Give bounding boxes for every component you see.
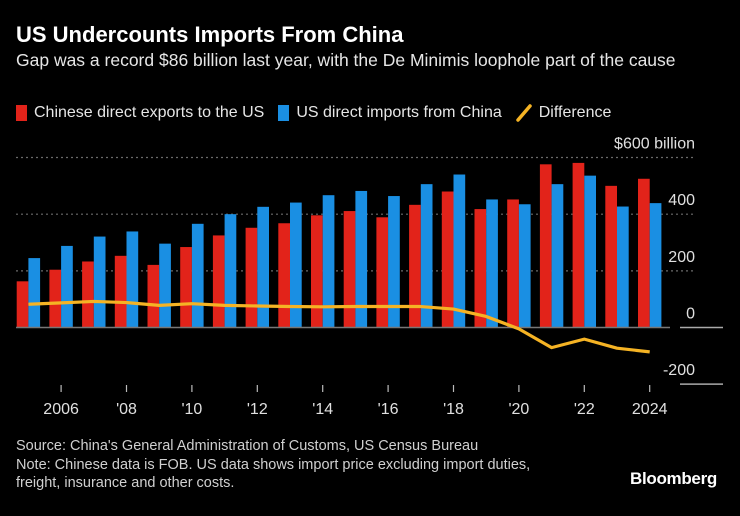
bar-exports: [278, 223, 290, 328]
x-tick-label: '10: [181, 401, 202, 418]
bar-imports: [224, 214, 237, 328]
bar-exports: [409, 204, 421, 328]
x-tick-label: 2024: [632, 401, 668, 418]
bar-imports: [28, 258, 41, 328]
legend: Chinese direct exports to the US US dire…: [16, 104, 611, 122]
legend-item-exports: Chinese direct exports to the US: [16, 104, 264, 122]
x-tick-label: '22: [574, 401, 595, 418]
x-tick-label: '18: [443, 401, 464, 418]
source-note: Source: China's General Administration o…: [16, 438, 479, 454]
chart-title: US Undercounts Imports From China: [16, 22, 404, 47]
bar-exports: [212, 235, 225, 328]
bar-imports: [191, 223, 204, 328]
bar-exports: [474, 209, 487, 328]
y-tick-label: 0: [686, 306, 695, 323]
bar-imports: [126, 231, 139, 328]
bar-imports: [355, 190, 368, 328]
legend-item-imports: US direct imports from China: [278, 104, 502, 122]
bar-imports: [290, 202, 302, 328]
bar-exports: [114, 255, 127, 328]
bar-exports: [507, 199, 519, 328]
bar-exports: [245, 227, 258, 328]
bar-exports: [49, 269, 62, 328]
bar-imports: [551, 184, 564, 328]
bar-exports: [147, 264, 160, 328]
bar-imports: [518, 204, 531, 328]
legend-label: Difference: [538, 104, 612, 121]
bar-exports: [180, 247, 192, 328]
bar-exports: [539, 164, 552, 328]
chart-subtitle: Gap was a record $86 billion last year, …: [16, 50, 676, 70]
bar-imports: [649, 203, 662, 328]
legend-label: US direct imports from China: [296, 104, 502, 121]
bloomberg-logo: Bloomberg: [629, 469, 717, 488]
x-tick-label: '12: [247, 401, 268, 418]
bar-imports: [617, 206, 629, 328]
bar-imports: [486, 199, 498, 328]
legend-swatch-imports: [278, 105, 290, 121]
data-note: Note: Chinese data is FOB. US data shows…: [16, 456, 531, 492]
x-tick-label: '14: [312, 401, 333, 418]
x-tick-label: '16: [378, 401, 399, 418]
y-tick-label: $600 billion: [614, 136, 695, 153]
legend-line-icon: [515, 104, 532, 122]
y-tick-label: 400: [668, 192, 695, 209]
x-tick-label: '20: [508, 401, 529, 418]
bar-imports: [61, 245, 73, 328]
y-tick-label: -200: [663, 362, 695, 379]
legend-item-difference: Difference: [515, 104, 612, 122]
legend-swatch-exports: [16, 105, 27, 121]
legend-label: Chinese direct exports to the US: [34, 104, 265, 121]
bar-exports: [638, 178, 650, 328]
bar-exports: [311, 215, 323, 328]
y-tick-label: 200: [668, 249, 695, 266]
bar-exports: [376, 217, 389, 328]
bar-imports: [388, 196, 400, 328]
bar-exports: [16, 281, 29, 328]
bar-exports: [572, 162, 585, 328]
bar-imports: [93, 236, 106, 328]
difference-line: [28, 299, 650, 354]
x-tick-label: '08: [116, 401, 137, 418]
bar-imports: [159, 243, 171, 328]
bar-exports: [441, 191, 454, 328]
bar-imports: [453, 174, 466, 328]
bar-exports: [82, 261, 94, 328]
bar-exports: [343, 211, 356, 328]
bar-exports: [605, 185, 617, 328]
footer: Source: China's General Administration o…: [16, 437, 576, 493]
x-tick-label: 2006: [43, 401, 79, 418]
bar-imports: [584, 175, 596, 328]
bar-imports: [322, 195, 335, 328]
bar-imports: [420, 184, 433, 328]
bar-imports: [257, 206, 269, 328]
